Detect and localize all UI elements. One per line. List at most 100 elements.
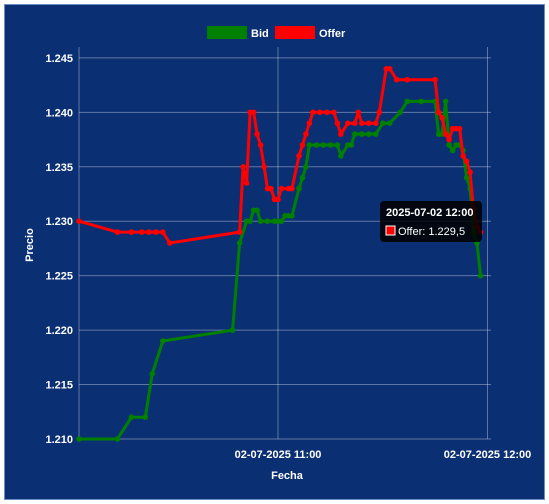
data-point-offer[interactable] bbox=[128, 229, 135, 235]
data-point-offer[interactable] bbox=[275, 196, 281, 203]
data-point-bid[interactable] bbox=[373, 131, 379, 137]
data-point-offer[interactable] bbox=[303, 131, 309, 137]
data-point-bid[interactable] bbox=[449, 147, 456, 154]
data-point-bid[interactable] bbox=[229, 327, 236, 333]
data-point-bid[interactable] bbox=[278, 218, 285, 224]
data-point-offer[interactable] bbox=[432, 76, 438, 83]
data-point-bid[interactable] bbox=[442, 98, 449, 105]
data-point-bid[interactable] bbox=[289, 213, 295, 219]
data-point-bid[interactable] bbox=[296, 185, 302, 192]
data-point-offer[interactable] bbox=[467, 169, 473, 175]
y-tick-label: 1.245 bbox=[45, 53, 73, 65]
data-point-bid[interactable] bbox=[334, 142, 341, 148]
data-point-bid[interactable] bbox=[327, 142, 334, 148]
data-point-offer[interactable] bbox=[317, 109, 323, 116]
data-point-bid[interactable] bbox=[257, 218, 264, 224]
data-point-offer[interactable] bbox=[76, 218, 82, 224]
data-point-offer[interactable] bbox=[373, 120, 379, 126]
data-point-offer[interactable] bbox=[352, 120, 358, 126]
data-point-offer[interactable] bbox=[345, 120, 351, 126]
tooltip-box bbox=[380, 201, 482, 242]
data-point-offer[interactable] bbox=[289, 185, 295, 192]
data-point-offer[interactable] bbox=[296, 153, 302, 159]
data-point-bid[interactable] bbox=[142, 414, 149, 421]
data-point-offer[interactable] bbox=[261, 164, 267, 170]
chart-panel bbox=[4, 4, 545, 500]
series-line-offer bbox=[78, 67, 482, 245]
data-point-bid[interactable] bbox=[160, 338, 166, 344]
data-point-bid[interactable] bbox=[128, 414, 135, 421]
data-point-offer[interactable] bbox=[463, 158, 470, 165]
data-point-bid[interactable] bbox=[313, 142, 320, 148]
data-point-offer[interactable] bbox=[243, 180, 250, 186]
data-point-bid[interactable] bbox=[397, 109, 404, 116]
data-point-offer[interactable] bbox=[331, 109, 337, 116]
data-point-offer[interactable] bbox=[456, 125, 463, 132]
data-point-bid[interactable] bbox=[264, 218, 271, 224]
data-point-offer[interactable] bbox=[250, 109, 257, 116]
data-point-offer[interactable] bbox=[366, 120, 372, 126]
y-tick-label: 1.220 bbox=[45, 325, 73, 337]
data-point-offer[interactable] bbox=[257, 142, 264, 148]
data-point-bid[interactable] bbox=[320, 142, 327, 148]
data-point-bid[interactable] bbox=[114, 436, 121, 442]
x-axis-ticks: 02-07-2025 11:00 02-07-2025 12:00 bbox=[235, 449, 532, 461]
data-point-offer[interactable] bbox=[404, 76, 411, 83]
data-point-offer[interactable] bbox=[160, 229, 166, 235]
tooltip-title: 2025-07-02 12:00 bbox=[386, 207, 473, 219]
data-point-bid[interactable] bbox=[380, 120, 386, 126]
data-point-offer[interactable] bbox=[435, 109, 442, 116]
data-point-offer[interactable] bbox=[324, 109, 330, 116]
data-point-bid[interactable] bbox=[306, 142, 313, 148]
data-point-offer[interactable] bbox=[439, 115, 445, 121]
data-point-bid[interactable] bbox=[338, 153, 344, 159]
data-point-bid[interactable] bbox=[303, 164, 309, 170]
data-point-bid[interactable] bbox=[386, 120, 393, 126]
legend-label-bid: Bid bbox=[251, 28, 269, 40]
data-point-bid[interactable] bbox=[348, 142, 355, 148]
data-point-bid[interactable] bbox=[477, 272, 484, 279]
data-point-offer[interactable] bbox=[146, 229, 152, 235]
data-point-bid[interactable] bbox=[418, 98, 425, 105]
data-point-offer[interactable] bbox=[376, 109, 383, 116]
data-point-bid[interactable] bbox=[359, 131, 365, 137]
data-point-offer[interactable] bbox=[334, 120, 341, 126]
data-point-offer[interactable] bbox=[254, 131, 260, 137]
data-point-offer[interactable] bbox=[139, 229, 145, 235]
data-point-offer[interactable] bbox=[460, 153, 466, 159]
data-point-offer[interactable] bbox=[359, 120, 365, 126]
data-point-bid[interactable] bbox=[254, 207, 260, 214]
data-point-offer[interactable] bbox=[114, 229, 121, 235]
y-tick-label: 1.210 bbox=[45, 434, 73, 446]
x-axis-title: Fecha bbox=[271, 470, 304, 482]
legend-swatch-bid bbox=[207, 26, 247, 39]
legend[interactable]: Bid Offer bbox=[207, 26, 346, 40]
data-point-offer[interactable] bbox=[299, 142, 306, 148]
data-point-bid[interactable] bbox=[236, 240, 243, 246]
data-point-offer[interactable] bbox=[268, 185, 274, 192]
data-point-offer[interactable] bbox=[355, 109, 362, 116]
data-point-bid[interactable] bbox=[299, 174, 306, 181]
data-point-bid[interactable] bbox=[352, 131, 358, 137]
data-point-bid[interactable] bbox=[76, 436, 82, 442]
data-point-offer[interactable] bbox=[386, 66, 393, 72]
data-point-offer[interactable] bbox=[306, 120, 313, 126]
data-point-offer[interactable] bbox=[240, 164, 246, 170]
data-point-bid[interactable] bbox=[463, 174, 470, 181]
data-point-bid[interactable] bbox=[446, 142, 452, 148]
data-point-offer[interactable] bbox=[167, 240, 173, 246]
data-point-offer[interactable] bbox=[338, 131, 344, 137]
data-point-offer[interactable] bbox=[442, 131, 449, 137]
data-point-offer[interactable] bbox=[310, 109, 316, 116]
data-point-bid[interactable] bbox=[247, 218, 253, 224]
data-point-bid[interactable] bbox=[149, 370, 156, 377]
data-point-offer[interactable] bbox=[393, 76, 400, 83]
data-point-offer[interactable] bbox=[236, 229, 243, 235]
x-tick-label: 02-07-2025 12:00 bbox=[444, 449, 531, 461]
data-point-offer[interactable] bbox=[446, 136, 452, 143]
data-point-offer[interactable] bbox=[153, 229, 159, 235]
data-point-bid[interactable] bbox=[404, 98, 411, 105]
data-point-bid[interactable] bbox=[366, 131, 372, 137]
data-point-offer[interactable] bbox=[278, 185, 285, 192]
